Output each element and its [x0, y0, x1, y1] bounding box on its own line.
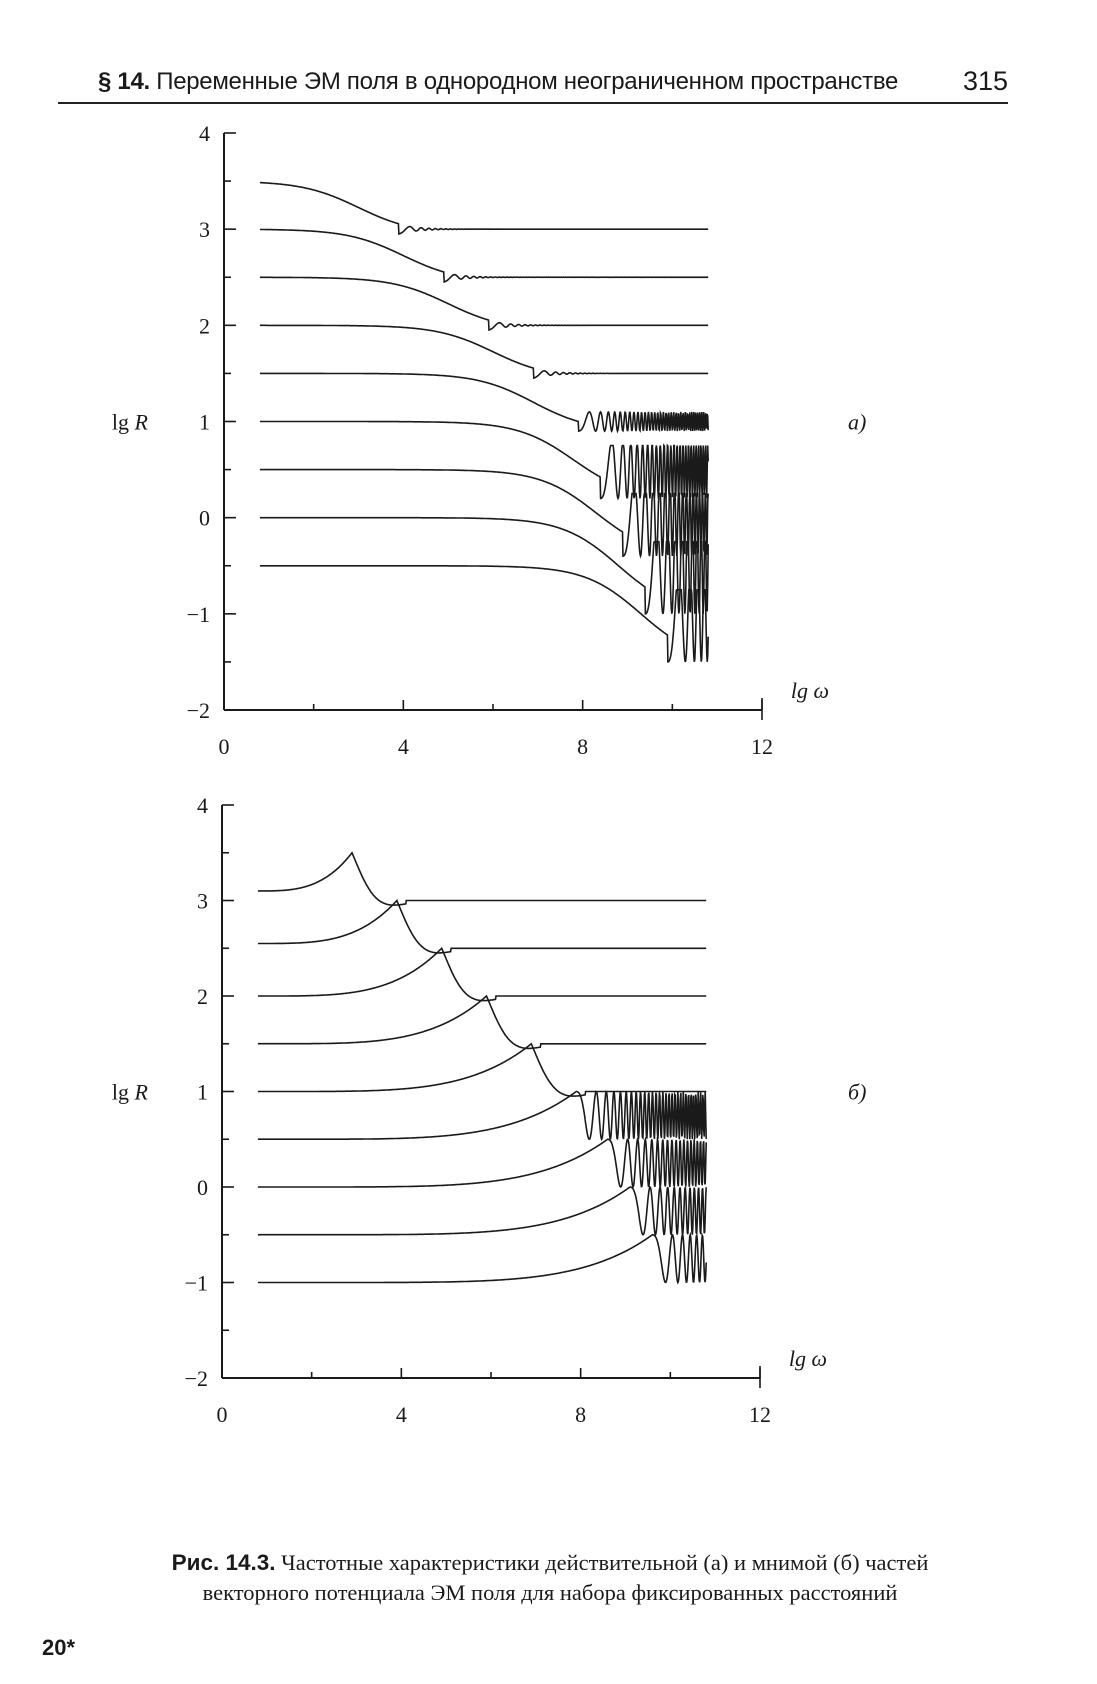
- panel-label: б): [848, 1080, 866, 1105]
- series-line: [257, 1231, 707, 1285]
- series-line: [259, 228, 709, 284]
- y-tick-label: −2: [187, 698, 210, 723]
- y-tick-label: −1: [187, 602, 210, 627]
- x-tick-label: 4: [398, 734, 409, 759]
- y-tick-label: 3: [197, 889, 208, 914]
- y-tick-label: −1: [185, 1271, 208, 1296]
- y-tick-label: 2: [199, 313, 210, 338]
- y-tick-label: 2: [197, 984, 208, 1009]
- series-line: [257, 1090, 707, 1142]
- y-tick-label: 0: [199, 506, 210, 531]
- chart-panel-b: 4 3 2 1 0 −1 −2 0 4 8 12 lg ω lg R б): [112, 793, 866, 1427]
- y-axis-label: lg R: [112, 1080, 149, 1105]
- series-line: [257, 1042, 707, 1097]
- y-tick-label: 1: [199, 410, 210, 435]
- series-line: [259, 181, 709, 236]
- x-tick-label: 4: [396, 1402, 407, 1427]
- y-tick-label: 1: [197, 1080, 208, 1105]
- series-line: [257, 851, 707, 906]
- x-axis-label: lg ω: [789, 1346, 827, 1371]
- series-line: [259, 324, 709, 380]
- x-tick-label: 8: [575, 1402, 586, 1427]
- x-tick-label: 12: [749, 1402, 771, 1427]
- section-mark: § 14.: [98, 68, 150, 95]
- y-axis-label: lg R: [112, 410, 149, 435]
- section-title: Переменные ЭМ поля в однородном неограни…: [156, 68, 899, 95]
- series-line: [257, 994, 707, 1050]
- series-line: [259, 420, 709, 501]
- x-tick-label: 0: [217, 1402, 228, 1427]
- series-line: [257, 1185, 707, 1237]
- figure-caption: Рис. 14.3. Частотные характеристики дейс…: [70, 1548, 1030, 1608]
- series-line: [259, 468, 709, 559]
- y-tick-label: 0: [197, 1175, 208, 1200]
- signature-mark: 20*: [42, 1635, 76, 1660]
- caption-text-1: Частотные характеристики действительной …: [281, 1550, 929, 1575]
- series-line: [257, 1136, 707, 1190]
- y-tick-label: 3: [199, 217, 210, 242]
- series-line: [257, 946, 707, 1002]
- y-tick-label: 4: [199, 121, 210, 146]
- series-line: [259, 372, 709, 434]
- caption-line-1: Рис. 14.3. Частотные характеристики дейс…: [70, 1548, 1030, 1578]
- y-tick-label: −2: [185, 1366, 208, 1391]
- panel-label: а): [848, 410, 866, 435]
- page-number: 315: [962, 66, 1008, 96]
- series-line: [259, 276, 709, 332]
- series-line: [259, 516, 709, 615]
- running-head-title: § 14. Переменные ЭМ поля в однородном не…: [98, 68, 898, 96]
- x-tick-label: 0: [219, 734, 230, 759]
- y-tick-label: 4: [197, 793, 208, 818]
- series-line: [257, 899, 707, 954]
- series-line: [259, 565, 709, 663]
- caption-text-2: векторного потенциала ЭМ поля для набора…: [202, 1580, 898, 1605]
- chart-panel-a: 4 3 2 1 0 −1 −2 0 4 8 12 lg ω lg R а): [112, 121, 866, 759]
- x-axis-label: lg ω: [791, 678, 829, 703]
- x-tick-label: 8: [577, 734, 588, 759]
- x-tick-label: 12: [751, 734, 773, 759]
- running-head: § 14. Переменные ЭМ поля в однородном не…: [58, 62, 1008, 104]
- caption-label: Рис. 14.3.: [171, 1550, 276, 1575]
